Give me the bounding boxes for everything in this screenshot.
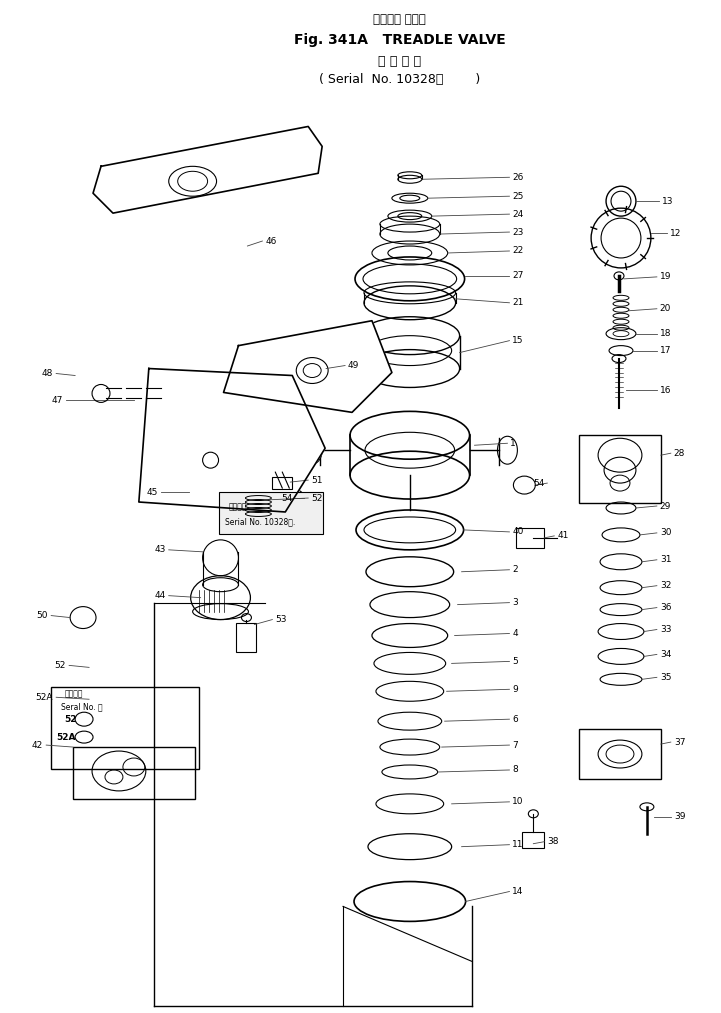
Text: 28: 28	[674, 449, 685, 458]
Polygon shape	[139, 369, 325, 512]
Text: 9: 9	[513, 685, 518, 694]
Text: 適 用 号 機: 適 用 号 機	[379, 56, 421, 68]
Text: 34: 34	[660, 650, 671, 658]
Polygon shape	[224, 321, 392, 412]
Text: 54: 54	[533, 478, 544, 487]
Text: 40: 40	[513, 528, 523, 537]
Text: 45: 45	[146, 487, 158, 496]
Text: 46: 46	[265, 236, 277, 245]
Text: Seral No. ～: Seral No. ～	[61, 703, 103, 712]
Text: 41: 41	[557, 532, 569, 540]
Text: 30: 30	[660, 529, 671, 538]
Text: 25: 25	[513, 191, 523, 201]
Text: 3: 3	[513, 598, 518, 607]
Text: 13: 13	[662, 197, 673, 206]
Text: 20: 20	[660, 304, 671, 313]
Text: 26: 26	[513, 173, 523, 181]
Text: 39: 39	[674, 812, 685, 822]
Bar	[73, 747, 195, 799]
Text: 5: 5	[513, 656, 518, 666]
Text: 31: 31	[660, 555, 671, 564]
Text: 52: 52	[64, 715, 76, 723]
Text: 52A: 52A	[56, 732, 76, 742]
Bar	[218, 492, 323, 534]
Text: 52: 52	[311, 493, 322, 502]
Text: 12: 12	[670, 229, 681, 238]
Bar	[579, 729, 661, 779]
Text: 29: 29	[660, 501, 671, 511]
Text: 27: 27	[513, 271, 523, 281]
Bar	[516, 528, 544, 548]
Text: 6: 6	[513, 715, 518, 723]
Text: 33: 33	[660, 625, 671, 634]
Text: 2: 2	[513, 565, 518, 574]
Text: 適用号機: 適用号機	[64, 690, 83, 699]
Polygon shape	[93, 127, 322, 213]
Text: 47: 47	[52, 396, 63, 405]
Text: 18: 18	[660, 329, 671, 338]
Text: 21: 21	[513, 298, 523, 307]
Text: 43: 43	[154, 545, 166, 554]
Text: 23: 23	[513, 228, 523, 237]
Text: 32: 32	[660, 581, 671, 591]
Text: ( Serial  No. 10328～        ): ( Serial No. 10328～ )	[319, 73, 480, 86]
Text: 51: 51	[311, 475, 323, 484]
Text: 8: 8	[513, 766, 518, 775]
Bar	[236, 623, 257, 652]
Text: 49: 49	[348, 361, 360, 370]
Text: 14: 14	[513, 887, 523, 897]
Text: 24: 24	[513, 210, 523, 219]
Text: 48: 48	[42, 369, 53, 378]
Text: 52A: 52A	[35, 693, 53, 702]
Text: トレドル バルブ: トレドル バルブ	[373, 13, 426, 26]
Bar	[51, 687, 198, 769]
Text: 7: 7	[513, 741, 518, 750]
Bar	[273, 477, 292, 489]
Text: 22: 22	[513, 246, 523, 255]
Text: 35: 35	[660, 673, 671, 682]
Text: 15: 15	[513, 336, 524, 345]
Text: 52: 52	[55, 660, 66, 670]
Text: 54: 54	[281, 493, 292, 502]
Text: 17: 17	[660, 346, 671, 356]
Text: 16: 16	[660, 386, 671, 395]
Text: 42: 42	[32, 741, 43, 750]
Text: 37: 37	[674, 737, 685, 747]
Text: 44: 44	[154, 592, 166, 600]
Text: 53: 53	[275, 615, 287, 624]
Text: 1: 1	[510, 439, 516, 448]
Text: Fig. 341A   TREADLE VALVE: Fig. 341A TREADLE VALVE	[294, 32, 505, 47]
Text: 36: 36	[660, 603, 671, 612]
Bar	[523, 832, 544, 848]
Text: 10: 10	[513, 797, 524, 806]
Text: 38: 38	[547, 837, 559, 846]
Text: 19: 19	[660, 272, 671, 282]
Bar	[579, 436, 661, 503]
Text: 4: 4	[513, 629, 518, 638]
Text: 11: 11	[513, 840, 524, 849]
Text: Serial No. 10328～.: Serial No. 10328～.	[224, 518, 295, 527]
Text: 50: 50	[37, 611, 48, 620]
Text: 適用号機: 適用号機	[229, 502, 247, 512]
